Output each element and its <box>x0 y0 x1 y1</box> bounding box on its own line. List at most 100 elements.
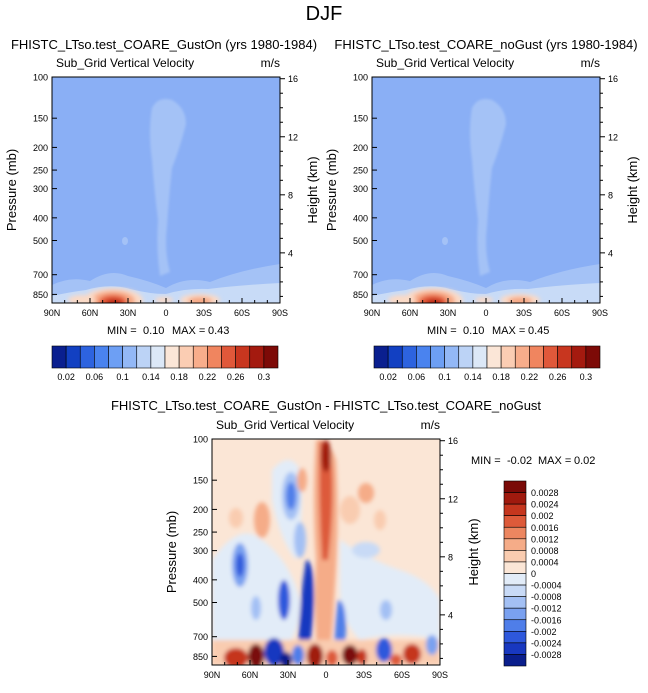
x-tick-label: 90S <box>272 308 288 318</box>
x-tick-label: 30S <box>356 670 372 680</box>
colorbar-label: 0.0024 <box>531 500 559 510</box>
colorbar-label: 0.0008 <box>531 546 559 556</box>
colorbar-swatch <box>503 596 527 609</box>
y-tick-label: 500 <box>353 236 368 246</box>
y-tick-label: 850 <box>353 290 368 300</box>
x-axis: 90N 60N 30N 0 30S 60S 90S <box>364 298 608 318</box>
colorbar-swatch <box>503 607 527 621</box>
colorbar-swatch <box>94 345 109 369</box>
panel-units: m/s <box>261 56 280 70</box>
y2-tick-label: 8 <box>608 190 613 200</box>
colorbar-swatch <box>503 515 527 528</box>
panel-gust-on: FHISTC_LTso.test_COARE_GustOn (yrs 1980-… <box>4 37 320 382</box>
y2-axis: 16 12 8 4 <box>280 74 298 297</box>
colorbar-label: 0.02 <box>379 372 397 382</box>
min-label: MIN = <box>107 325 137 337</box>
min-value: -0.02 <box>507 455 532 467</box>
colorbar-swatch <box>543 345 558 369</box>
colorbar-swatch <box>51 345 67 369</box>
colorbar-label: 0.26 <box>227 372 245 382</box>
colorbar-swatch <box>79 345 95 369</box>
x-tick-label: 60S <box>554 308 570 318</box>
colorbar-swatch <box>486 345 502 369</box>
field-area <box>212 439 440 665</box>
x-tick-label: 90S <box>592 308 608 318</box>
colorbar-label: -0.002 <box>531 627 557 637</box>
colorbar-label: 0.22 <box>199 372 217 382</box>
colorbar-swatch <box>571 345 587 369</box>
min-value: 0.10 <box>463 325 484 337</box>
colorbar-swatch <box>207 345 222 369</box>
y-tick-label: 700 <box>33 270 48 280</box>
y2-tick-label: 12 <box>608 132 618 142</box>
field-area <box>52 77 280 303</box>
colorbar-label: 0.3 <box>580 372 593 382</box>
y-tick-label: 200 <box>353 143 368 153</box>
y-axis: 100 150 200 250 300 400 500 700 850 <box>353 73 377 300</box>
colorbar-swatch <box>503 492 527 505</box>
x-tick-label: 30N <box>280 670 297 680</box>
y2-tick-label: 8 <box>288 190 293 200</box>
colorbar-label: 0.26 <box>549 372 567 382</box>
y2-tick-label: 12 <box>448 494 458 504</box>
x-tick-label: 30N <box>120 308 137 318</box>
y-tick-label: 150 <box>33 114 48 124</box>
y2-axis: 16 12 8 4 <box>440 436 458 659</box>
colorbar-label: 0.0016 <box>531 523 559 533</box>
colorbar-swatch <box>500 345 516 369</box>
panel-subtitle: Sub_Grid Vertical Velocity <box>56 56 194 70</box>
min-max-readout: MIN = 0.10 MAX = 0.45 <box>427 325 549 337</box>
y-axis: 100 150 200 250 300 400 500 700 850 <box>193 435 217 662</box>
colorbar-swatch <box>503 503 527 516</box>
colorbar-swatch <box>401 345 417 369</box>
y-tick-label: 500 <box>33 236 48 246</box>
panel-no-gust: FHISTC_LTso.test_COARE_noGust (yrs 1980-… <box>324 37 640 382</box>
max-value: 0.02 <box>574 455 595 467</box>
x-tick-label: 0 <box>163 308 168 318</box>
colorbar-swatch <box>557 345 573 369</box>
y-axis-label: Pressure (mb) <box>164 511 179 593</box>
x-axis: 90N 60N 30N 0 30S 60S 90S <box>44 298 288 318</box>
colorbar-label: 0.06 <box>86 372 104 382</box>
surface-maximum <box>68 288 220 303</box>
y-axis-label: Pressure (mb) <box>4 149 19 231</box>
page-title: DJF <box>306 3 343 25</box>
colorbar-swatch <box>472 345 488 369</box>
colorbar-label: 0.1 <box>438 372 451 382</box>
colorbar-swatch <box>503 561 527 574</box>
y-tick-label: 400 <box>33 213 48 223</box>
colorbar-label: 0.22 <box>521 372 539 382</box>
y2-tick-label: 4 <box>448 610 453 620</box>
colorbar-swatch <box>503 642 527 655</box>
colorbar-swatch <box>458 345 474 369</box>
x-tick-label: 90S <box>432 670 448 680</box>
colorbar-swatch <box>150 345 166 369</box>
colorbar-label: 0.02 <box>57 372 75 382</box>
y-tick-label: 150 <box>193 476 208 486</box>
colorbar-swatch <box>263 345 279 369</box>
y2-tick-label: 8 <box>448 552 453 562</box>
colorbar-swatch <box>178 345 194 369</box>
x-tick-label: 0 <box>483 308 488 318</box>
x-axis: 90N 60N 30N 0 30S 60S 90S <box>204 660 448 680</box>
colorbar-swatch <box>122 345 138 369</box>
colorbar-swatch <box>585 345 601 369</box>
colorbar-label: 0.06 <box>408 372 426 382</box>
colorbar-label: -0.0016 <box>531 615 562 625</box>
panel-difference: FHISTC_LTso.test_COARE_GustOn - FHISTC_L… <box>111 398 595 680</box>
x-tick-label: 30S <box>516 308 532 318</box>
y-tick-label: 400 <box>193 575 208 585</box>
min-max-readout: MIN = 0.10 MAX = 0.43 <box>107 325 229 337</box>
x-tick-label: 60S <box>234 308 250 318</box>
colorbar-swatch <box>136 345 152 369</box>
y2-tick-label: 4 <box>288 248 293 258</box>
y-tick-label: 300 <box>33 184 48 194</box>
min-label: MIN = <box>471 455 501 467</box>
y-tick-label: 250 <box>33 166 48 176</box>
panel-units: m/s <box>421 418 440 432</box>
colorbar-swatch <box>503 619 527 632</box>
colorbar-swatch <box>529 345 544 369</box>
colorbar-swatch <box>387 345 403 369</box>
colorbar-label: -0.0004 <box>531 581 562 591</box>
